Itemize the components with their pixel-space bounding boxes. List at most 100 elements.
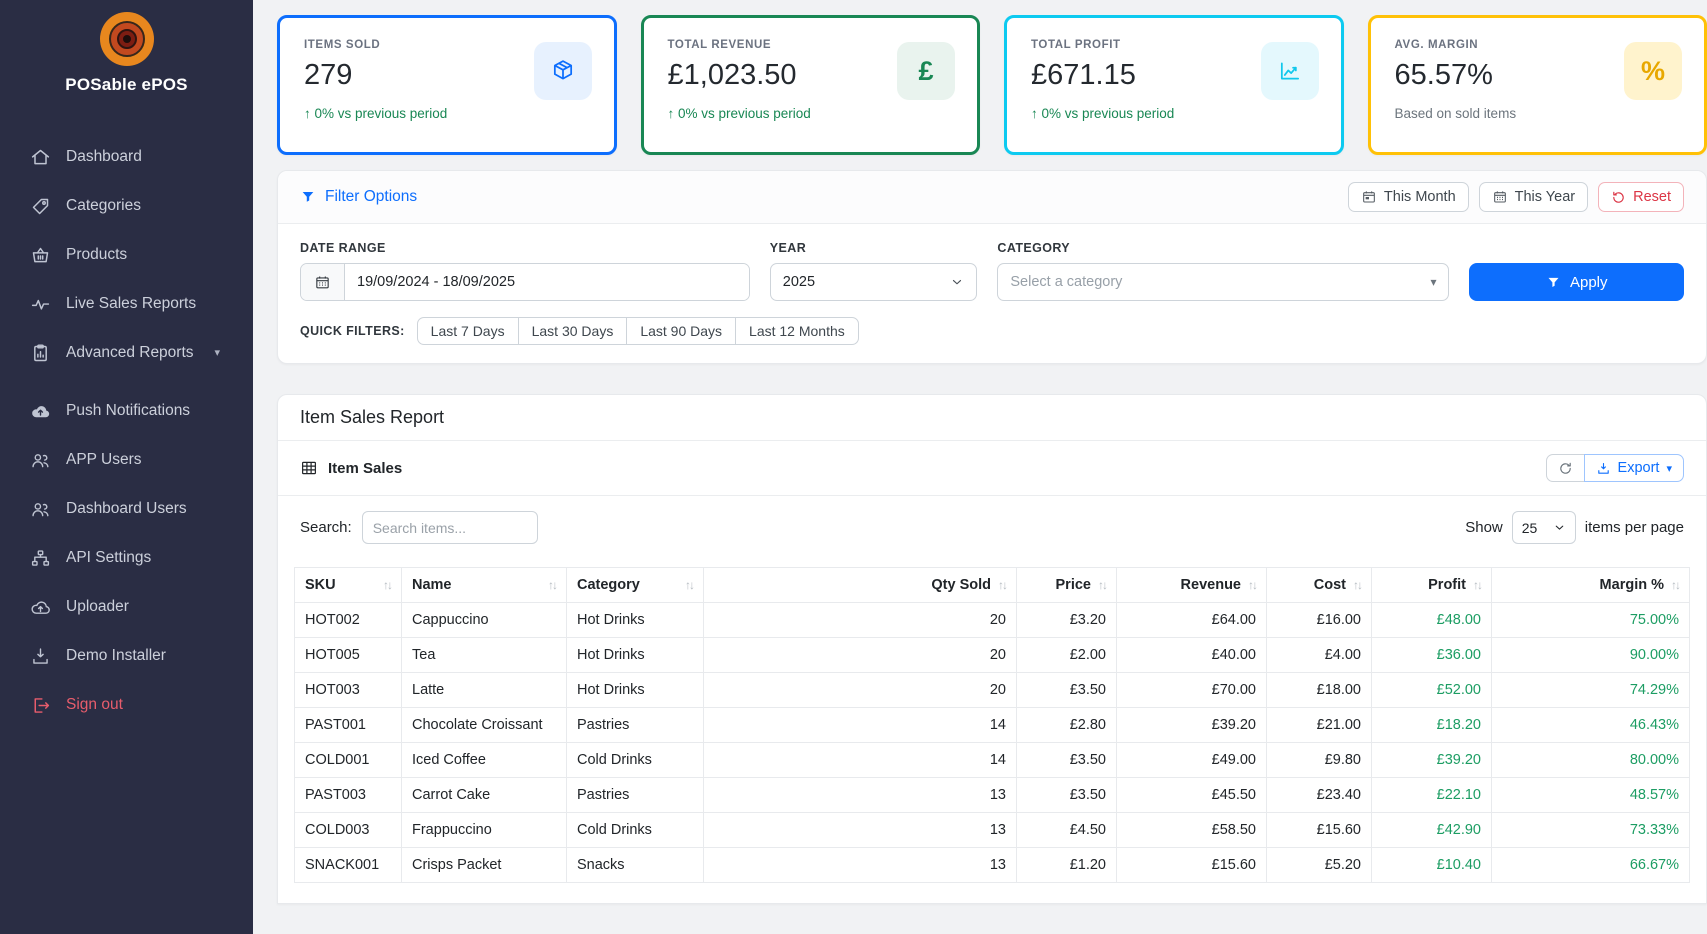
users-icon [30, 450, 51, 471]
sidebar-item-demo-installer[interactable]: Demo Installer [0, 632, 253, 681]
brand-name: POSable ePOS [0, 75, 253, 95]
caret-down-icon: ▾ [1666, 462, 1672, 475]
filter-panel: Filter Options This Month This Year [277, 170, 1707, 364]
funnel-icon [1546, 275, 1561, 290]
items-per-page-label: items per page [1585, 519, 1684, 536]
search-input[interactable] [362, 511, 538, 544]
col-header-cost[interactable]: Cost↑↓ [1267, 568, 1372, 603]
table-header-row: SKU↑↓ Name↑↓ Category↑↓ Qty Sold↑↓ Price… [295, 568, 1690, 603]
date-range-input-group [300, 263, 750, 301]
reset-icon [1611, 190, 1626, 205]
page-size-select[interactable]: 25 [1512, 511, 1576, 544]
date-range-input[interactable] [345, 264, 749, 300]
stat-card-total-revenue: TOTAL REVENUE £1,023.50 ↑ 0% vs previous… [641, 15, 981, 155]
pound-icon: £ [897, 42, 955, 100]
sidebar-item-dashboard[interactable]: Dashboard [0, 133, 253, 182]
funnel-icon [300, 189, 316, 205]
table-row: COLD003FrappuccinoCold Drinks13£4.50£58.… [295, 813, 1690, 848]
tag-icon [30, 196, 51, 217]
sidebar-item-app-users[interactable]: APP Users [0, 436, 253, 485]
refresh-icon [1558, 461, 1573, 476]
sidebar-item-push-notifications[interactable]: Push Notifications [0, 387, 253, 436]
col-header-qty-sold[interactable]: Qty Sold↑↓ [704, 568, 1017, 603]
filter-title: Filter Options [300, 188, 417, 206]
table-row: COLD001Iced CoffeeCold Drinks14£3.50£49.… [295, 743, 1690, 778]
category-label: CATEGORY [997, 241, 1449, 255]
download-icon [1596, 461, 1611, 476]
date-range-label: DATE RANGE [300, 241, 750, 255]
graph-up-icon [1261, 42, 1319, 100]
export-button[interactable]: Export ▾ [1584, 454, 1684, 482]
sidebar-item-categories[interactable]: Categories [0, 182, 253, 231]
item-sales-table: SKU↑↓ Name↑↓ Category↑↓ Qty Sold↑↓ Price… [294, 567, 1690, 883]
sidebar-item-label: Products [66, 246, 127, 265]
filter-header-buttons: This Month This Year Reset [1348, 182, 1684, 212]
stat-note: Based on sold items [1395, 106, 1681, 121]
stat-card-total-profit: TOTAL PROFIT £671.15 ↑ 0% vs previous pe… [1004, 15, 1344, 155]
year-select[interactable]: 2025 [770, 263, 978, 301]
sidebar-item-live-sales-reports[interactable]: Live Sales Reports [0, 280, 253, 329]
quick-filter-last-7-days[interactable]: Last 7 Days [417, 317, 519, 345]
stat-growth: ↑ 0% vs previous period [1031, 106, 1317, 121]
col-header-category[interactable]: Category↑↓ [567, 568, 704, 603]
show-label: Show [1465, 519, 1503, 536]
sidebar-item-api-settings[interactable]: API Settings [0, 534, 253, 583]
table-icon [300, 459, 318, 477]
cloud-arrow-up-icon [30, 401, 51, 422]
item-sales-report-panel: Item Sales Report Item Sales E [277, 394, 1707, 904]
sort-icon: ↑↓ [548, 578, 556, 592]
stat-cards-row: ITEMS SOLD 279 ↑ 0% vs previous period T… [277, 15, 1707, 155]
quick-filter-group: Last 7 Days Last 30 Days Last 90 Days La… [417, 317, 859, 345]
sign-out-label: Sign out [66, 696, 123, 715]
col-header-revenue[interactable]: Revenue↑↓ [1117, 568, 1267, 603]
search-label: Search: [300, 519, 352, 536]
cube-icon [534, 42, 592, 100]
this-year-button[interactable]: This Year [1479, 182, 1588, 212]
col-header-profit[interactable]: Profit↑↓ [1372, 568, 1492, 603]
sidebar-item-label: Push Notifications [66, 402, 190, 421]
stat-card-items-sold: ITEMS SOLD 279 ↑ 0% vs previous period [277, 15, 617, 155]
table-row: SNACK001Crisps PacketSnacks13£1.20£15.60… [295, 848, 1690, 883]
refresh-button[interactable] [1546, 454, 1585, 482]
calendar-grid-icon [1492, 189, 1508, 205]
quick-filter-last-30-days[interactable]: Last 30 Days [518, 317, 628, 345]
calendar-event-icon [1361, 189, 1377, 205]
sidebar-item-uploader[interactable]: Uploader [0, 583, 253, 632]
apply-button[interactable]: Apply [1469, 263, 1684, 301]
sidebar-item-label: API Settings [66, 549, 151, 568]
calendar-icon [301, 264, 345, 300]
sort-icon: ↑↓ [383, 578, 391, 592]
download-icon [30, 646, 51, 667]
table-row: HOT005TeaHot Drinks20£2.00£40.00£4.00£36… [295, 638, 1690, 673]
sidebar-item-label: Advanced Reports [66, 344, 194, 363]
clipboard-chart-icon [30, 343, 51, 364]
sort-icon: ↑↓ [1248, 578, 1256, 592]
category-select[interactable]: Select a category ▾ [997, 263, 1449, 301]
table-row: HOT003LatteHot Drinks20£3.50£70.00£18.00… [295, 673, 1690, 708]
quick-filters-row: QUICK FILTERS: Last 7 Days Last 30 Days … [300, 317, 1684, 345]
quick-filter-last-12-months[interactable]: Last 12 Months [735, 317, 859, 345]
percent-icon: % [1624, 42, 1682, 100]
sidebar-item-dashboard-users[interactable]: Dashboard Users [0, 485, 253, 534]
sort-icon: ↑↓ [998, 578, 1006, 592]
sort-icon: ↑↓ [1098, 578, 1106, 592]
col-header-price[interactable]: Price↑↓ [1017, 568, 1117, 603]
box-arrow-right-icon [30, 695, 51, 716]
col-header-margin[interactable]: Margin %↑↓ [1492, 568, 1690, 603]
this-month-button[interactable]: This Month [1348, 182, 1469, 212]
sign-out-link[interactable]: Sign out [0, 681, 253, 730]
activity-icon [30, 294, 51, 315]
sidebar-item-products[interactable]: Products [0, 231, 253, 280]
col-header-name[interactable]: Name↑↓ [402, 568, 567, 603]
sidebar-item-advanced-reports[interactable]: Advanced Reports ▾ [0, 329, 253, 378]
sitemap-icon [30, 548, 51, 569]
reset-button[interactable]: Reset [1598, 182, 1684, 212]
home-icon [30, 147, 51, 168]
sort-icon: ↑↓ [1473, 578, 1481, 592]
caret-down-icon: ▾ [1430, 275, 1436, 289]
col-header-sku[interactable]: SKU↑↓ [295, 568, 402, 603]
sort-icon: ↑↓ [685, 578, 693, 592]
sidebar-item-label: Dashboard Users [66, 500, 187, 519]
filter-header: Filter Options This Month This Year [278, 171, 1706, 224]
quick-filter-last-90-days[interactable]: Last 90 Days [626, 317, 736, 345]
